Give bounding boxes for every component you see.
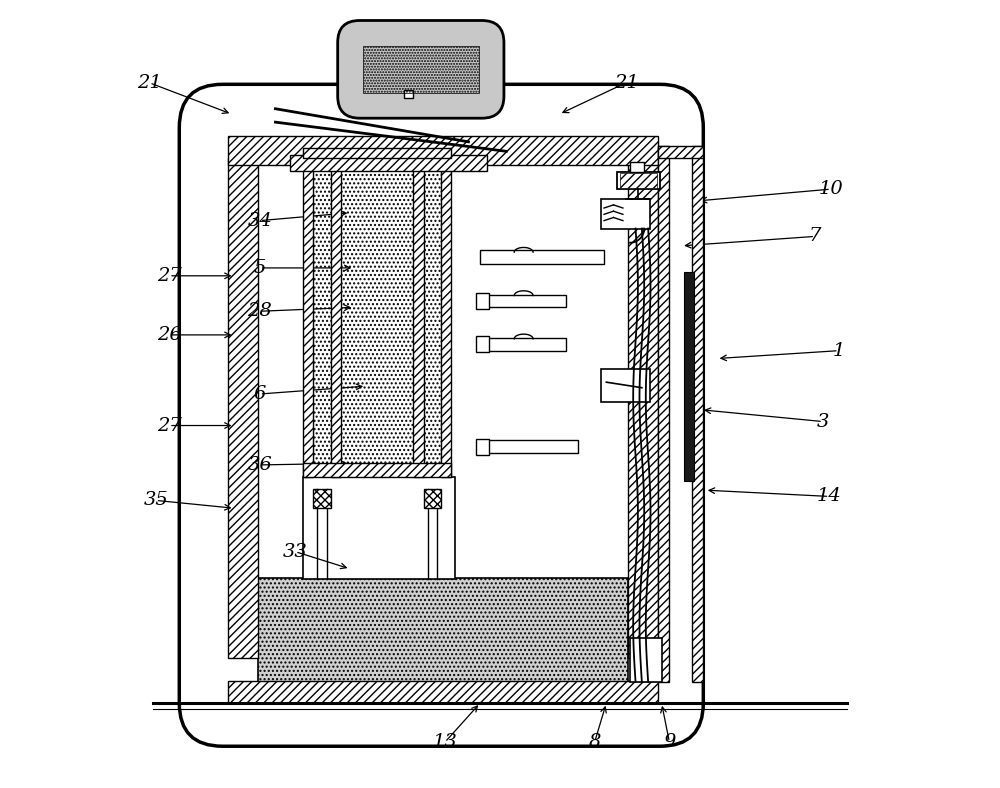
Bar bbox=[228, 158, 258, 658]
Bar bbox=[228, 136, 658, 165]
Text: 6: 6 bbox=[253, 385, 266, 403]
Bar bbox=[476, 439, 489, 455]
Text: 28: 28 bbox=[247, 303, 272, 320]
Bar bbox=[258, 578, 628, 682]
Text: 27: 27 bbox=[157, 267, 181, 284]
Text: 3: 3 bbox=[817, 413, 829, 430]
Bar bbox=[480, 338, 566, 351]
Text: 14: 14 bbox=[817, 488, 842, 505]
Bar bbox=[404, 90, 413, 98]
Text: 21: 21 bbox=[614, 74, 638, 91]
Text: 10: 10 bbox=[819, 180, 843, 198]
Bar bbox=[341, 162, 413, 470]
Text: 27: 27 bbox=[157, 417, 181, 434]
Bar bbox=[692, 146, 703, 682]
Bar bbox=[290, 155, 487, 171]
Bar bbox=[658, 146, 669, 682]
Bar bbox=[480, 250, 604, 264]
Text: 5: 5 bbox=[253, 259, 266, 277]
Bar bbox=[480, 295, 566, 307]
Bar bbox=[313, 162, 331, 470]
Bar bbox=[630, 638, 662, 682]
Bar bbox=[601, 369, 650, 402]
Bar bbox=[620, 173, 657, 188]
Bar bbox=[303, 463, 451, 477]
Bar bbox=[424, 162, 441, 470]
Bar bbox=[303, 155, 313, 477]
Bar bbox=[303, 148, 451, 158]
Bar bbox=[441, 155, 451, 477]
Bar bbox=[228, 681, 658, 703]
Bar bbox=[413, 155, 424, 477]
Bar bbox=[303, 477, 455, 579]
Bar bbox=[363, 46, 479, 93]
Bar bbox=[617, 172, 660, 189]
Text: 7: 7 bbox=[809, 228, 821, 245]
Text: 8: 8 bbox=[588, 734, 601, 751]
Bar bbox=[684, 272, 694, 481]
Text: 26: 26 bbox=[157, 326, 181, 344]
Bar bbox=[331, 155, 341, 477]
FancyBboxPatch shape bbox=[179, 84, 703, 746]
Bar bbox=[601, 199, 650, 229]
FancyBboxPatch shape bbox=[338, 20, 504, 118]
Bar bbox=[658, 146, 703, 158]
Text: 21: 21 bbox=[137, 74, 162, 91]
Bar bbox=[480, 440, 578, 453]
Text: 36: 36 bbox=[247, 456, 272, 474]
Bar bbox=[630, 162, 644, 172]
Bar bbox=[424, 489, 441, 508]
Text: 35: 35 bbox=[143, 492, 168, 509]
Text: 33: 33 bbox=[283, 543, 307, 560]
Text: 34: 34 bbox=[247, 212, 272, 229]
Text: 1: 1 bbox=[833, 342, 845, 359]
Bar bbox=[313, 489, 331, 508]
Text: 9: 9 bbox=[663, 734, 676, 751]
Bar bbox=[476, 336, 489, 352]
Bar bbox=[476, 293, 489, 309]
Bar bbox=[628, 158, 658, 658]
Text: 13: 13 bbox=[432, 734, 457, 751]
